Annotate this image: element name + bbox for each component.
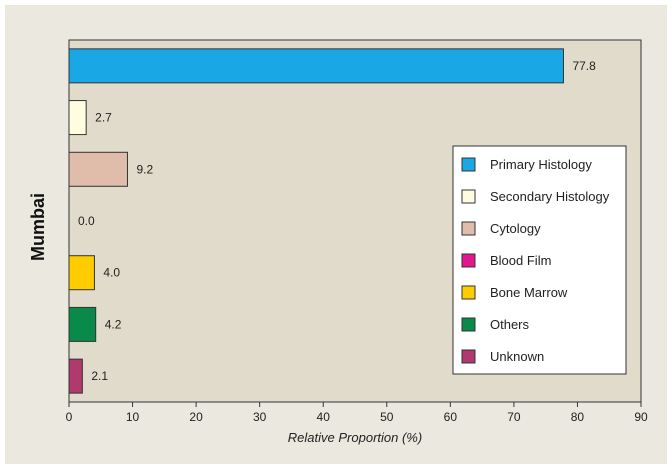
chart-frame: 77.8 2.7 9.2 0.0 4.0 4.2 2.1 0 10 20 30 40 50 60 70 80… xyxy=(5,5,667,464)
legend-entry: Blood Film xyxy=(490,253,551,268)
x-axis-title: Relative Proportion (%) xyxy=(288,430,422,445)
bar-unknown xyxy=(68,358,83,394)
x-tick-label: 40 xyxy=(317,410,331,424)
legend: Primary Histology Secondary Histology Cyto… xyxy=(452,145,627,375)
legend-swatch xyxy=(461,285,476,300)
legend-swatch xyxy=(461,349,476,364)
legend-entry: Cytology xyxy=(490,221,541,236)
y-group-label: Mumbai xyxy=(28,193,48,261)
legend-swatch xyxy=(461,189,476,204)
value-labels-group: 77.8 2.7 9.2 0.0 4.0 4.2 2.1 xyxy=(78,59,596,383)
x-axis: 0 10 20 30 40 50 60 70 80 90 xyxy=(66,402,648,424)
x-tick-label: 60 xyxy=(444,410,458,424)
x-tick-label: 80 xyxy=(571,410,585,424)
bar-secondary-histology xyxy=(68,100,87,136)
legend-swatch xyxy=(461,253,476,268)
legend-box xyxy=(452,145,627,375)
value-label: 77.8 xyxy=(572,59,596,73)
value-label: 4.0 xyxy=(103,266,120,280)
x-tick-label: 10 xyxy=(126,410,140,424)
x-tick-label: 90 xyxy=(634,410,648,424)
legend-entry: Unknown xyxy=(490,349,544,364)
bar-others xyxy=(68,306,97,342)
legend-swatch xyxy=(461,221,476,236)
bar-chart: 77.8 2.7 9.2 0.0 4.0 4.2 2.1 0 10 20 30 40 50 60 70 80… xyxy=(28,39,648,445)
value-label: 4.2 xyxy=(105,317,122,331)
bar-cytology xyxy=(68,151,128,187)
legend-swatch xyxy=(461,157,476,172)
bars-group xyxy=(68,48,564,394)
bar-primary-histology xyxy=(68,48,564,84)
value-label: 2.7 xyxy=(95,111,112,125)
value-label: 2.1 xyxy=(91,369,108,383)
legend-entry: Others xyxy=(490,317,530,332)
x-tick-label: 0 xyxy=(66,410,73,424)
x-tick-label: 50 xyxy=(380,410,394,424)
bar-bone-marrow xyxy=(68,255,95,291)
legend-swatch xyxy=(461,317,476,332)
legend-entry: Primary Histology xyxy=(490,157,592,172)
legend-entry: Secondary Histology xyxy=(490,189,610,204)
legend-entry: Bone Marrow xyxy=(490,285,568,300)
x-tick-label: 20 xyxy=(189,410,203,424)
value-label: 0.0 xyxy=(78,214,95,228)
x-tick-label: 30 xyxy=(253,410,267,424)
x-tick-label: 70 xyxy=(507,410,521,424)
value-label: 9.2 xyxy=(136,162,153,176)
